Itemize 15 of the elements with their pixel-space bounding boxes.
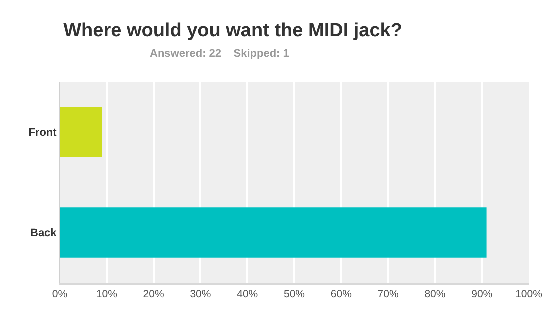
x-tick-label: 30%: [190, 288, 212, 301]
x-tick-label: 70%: [378, 288, 399, 301]
x-tick-label: 0%: [52, 288, 68, 301]
x-tick-label: 20%: [143, 288, 164, 301]
chart-subtitle: Answered: 22 Skipped: 1: [150, 48, 290, 60]
x-tick-label: 10%: [96, 288, 118, 301]
y-tick-label: Back: [30, 228, 58, 240]
chart-title: Where would you want the MIDI jack?: [64, 20, 402, 42]
y-tick-label: Front: [28, 127, 58, 140]
x-tick-label: 100%: [516, 288, 542, 301]
x-tick-label: 60%: [330, 288, 352, 301]
x-tick-label: 80%: [424, 288, 446, 301]
x-tick-label: 90%: [472, 288, 493, 301]
x-tick-label: 40%: [237, 288, 258, 301]
x-tick-label: 50%: [284, 288, 306, 301]
